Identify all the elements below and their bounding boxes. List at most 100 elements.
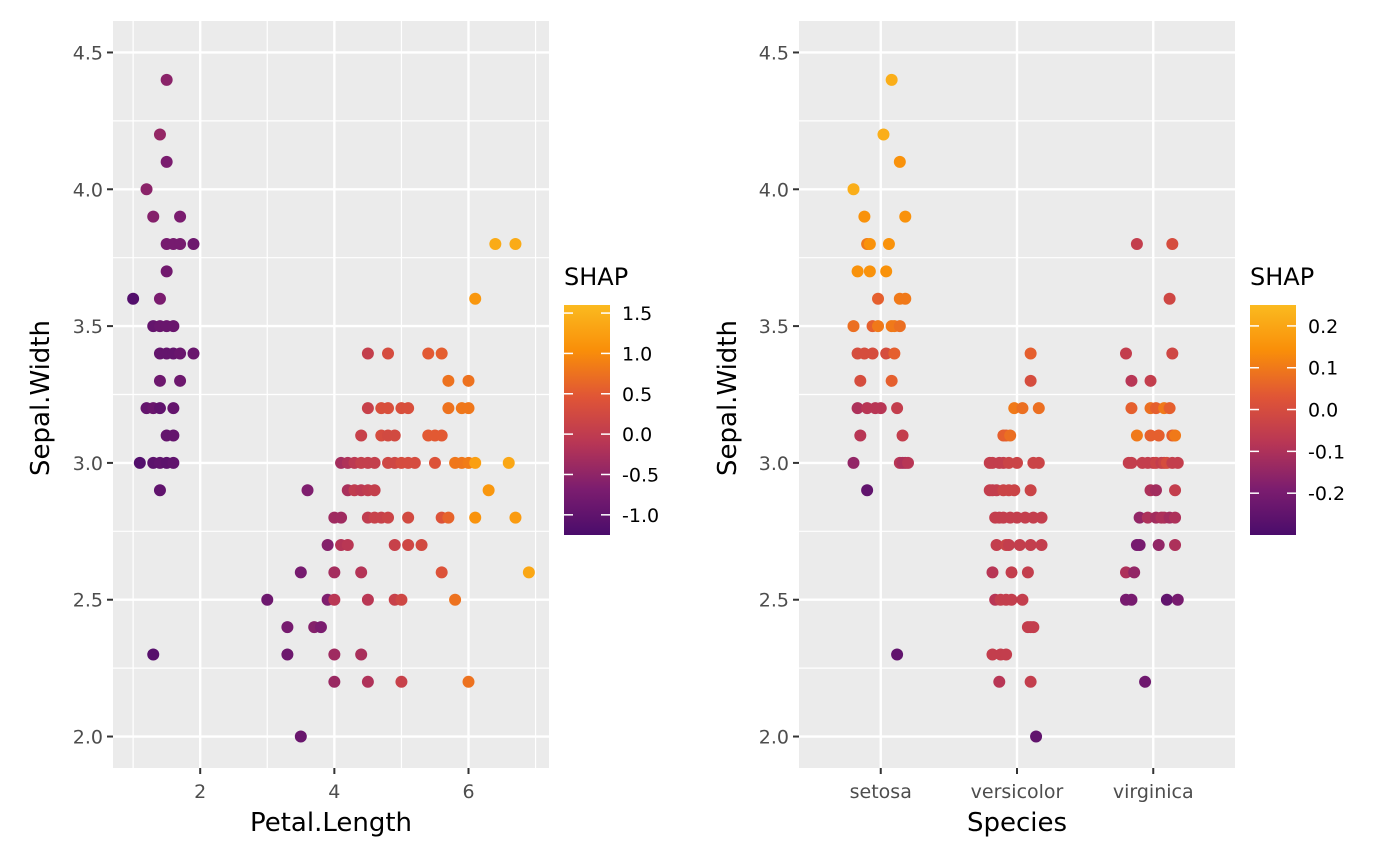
legend-tick-label: -0.2 [1308,483,1345,505]
y-tick-label: 2.5 [759,590,789,612]
data-point [896,429,909,442]
data-point [847,183,860,196]
y-tick-label: 2.0 [73,727,103,749]
data-point [1032,456,1045,469]
data-point [153,402,166,415]
data-point [395,593,408,606]
data-point [314,621,327,634]
data-point [1163,402,1176,415]
data-point [167,402,180,415]
data-point [1166,238,1179,251]
data-point [1024,675,1037,688]
data-point [160,265,173,278]
panel-petal-length: 2.0 2.5 3.0 3.5 4.0 4.5 2 4 6 Petal.Length Sepa… [26,21,659,838]
data-point [301,484,314,497]
data-point [153,292,166,305]
data-point [261,593,274,606]
data-point [153,374,166,387]
data-point [1000,648,1013,661]
data-point [1169,484,1182,497]
y-tick-label: 2.0 [759,727,789,749]
data-point [442,374,455,387]
data-point [355,566,368,579]
data-point [899,210,912,223]
data-point [153,484,166,497]
data-point [1144,374,1157,387]
data-point [1030,730,1043,743]
data-point [140,183,153,196]
legend-tick-label: 0.5 [622,384,652,406]
shap-legend: SHAP -1.0 -0.5 0.0 0.5 1.0 1.5 [564,263,659,535]
data-point [1152,538,1165,551]
data-point [1004,429,1017,442]
data-point [877,128,890,141]
legend-tick-label: -0.5 [622,464,659,486]
data-point [854,429,867,442]
data-point [522,566,535,579]
data-point [127,292,140,305]
scatter-points [847,73,1184,743]
data-point [328,566,341,579]
data-point [382,402,395,415]
data-point [462,374,475,387]
data-point [866,347,879,360]
data-point [1005,566,1018,579]
data-point [1021,566,1034,579]
data-point [328,648,341,661]
data-point [1149,484,1162,497]
x-tick-label: setosa [850,781,912,803]
data-point [422,347,435,360]
data-point [851,265,864,278]
data-point [872,292,885,305]
data-point [388,538,401,551]
data-point [153,128,166,141]
data-point [509,511,522,524]
data-point [858,210,871,223]
data-point [1160,593,1173,606]
data-point [281,648,294,661]
data-point [1008,484,1021,497]
data-point [382,511,395,524]
data-point [502,456,515,469]
data-point [489,238,502,251]
data-point [361,347,374,360]
legend-tick-label: 0.2 [1308,316,1338,338]
data-point [1163,292,1176,305]
data-point [863,238,876,251]
data-point [160,73,173,86]
y-tick-label: 3.0 [759,453,789,475]
data-point [899,292,912,305]
data-point [382,347,395,360]
scatter-points [127,73,535,743]
data-point [863,265,876,278]
data-point [174,238,187,251]
data-point [361,593,374,606]
data-point [1024,484,1037,497]
data-point [891,402,904,415]
data-point [1011,456,1023,469]
data-point [335,511,348,524]
data-point [167,429,180,442]
data-point [1024,538,1037,551]
data-point [990,538,1003,551]
data-point [167,456,180,469]
data-point [147,210,160,223]
data-point [1152,429,1165,442]
y-tick-label: 3.0 [73,453,103,475]
y-tick-label: 4.0 [759,179,789,201]
data-point [1032,402,1045,415]
data-point [469,292,482,305]
data-point [469,456,482,469]
legend-tick-label: 0.1 [1308,358,1338,380]
x-tick-label: 6 [462,781,474,803]
data-point [847,456,860,469]
data-point [402,511,415,524]
data-point [874,402,887,415]
data-point [428,456,441,469]
data-point [133,456,146,469]
data-point [341,538,354,551]
data-point [469,511,482,524]
data-point [847,320,860,333]
data-point [893,320,906,333]
